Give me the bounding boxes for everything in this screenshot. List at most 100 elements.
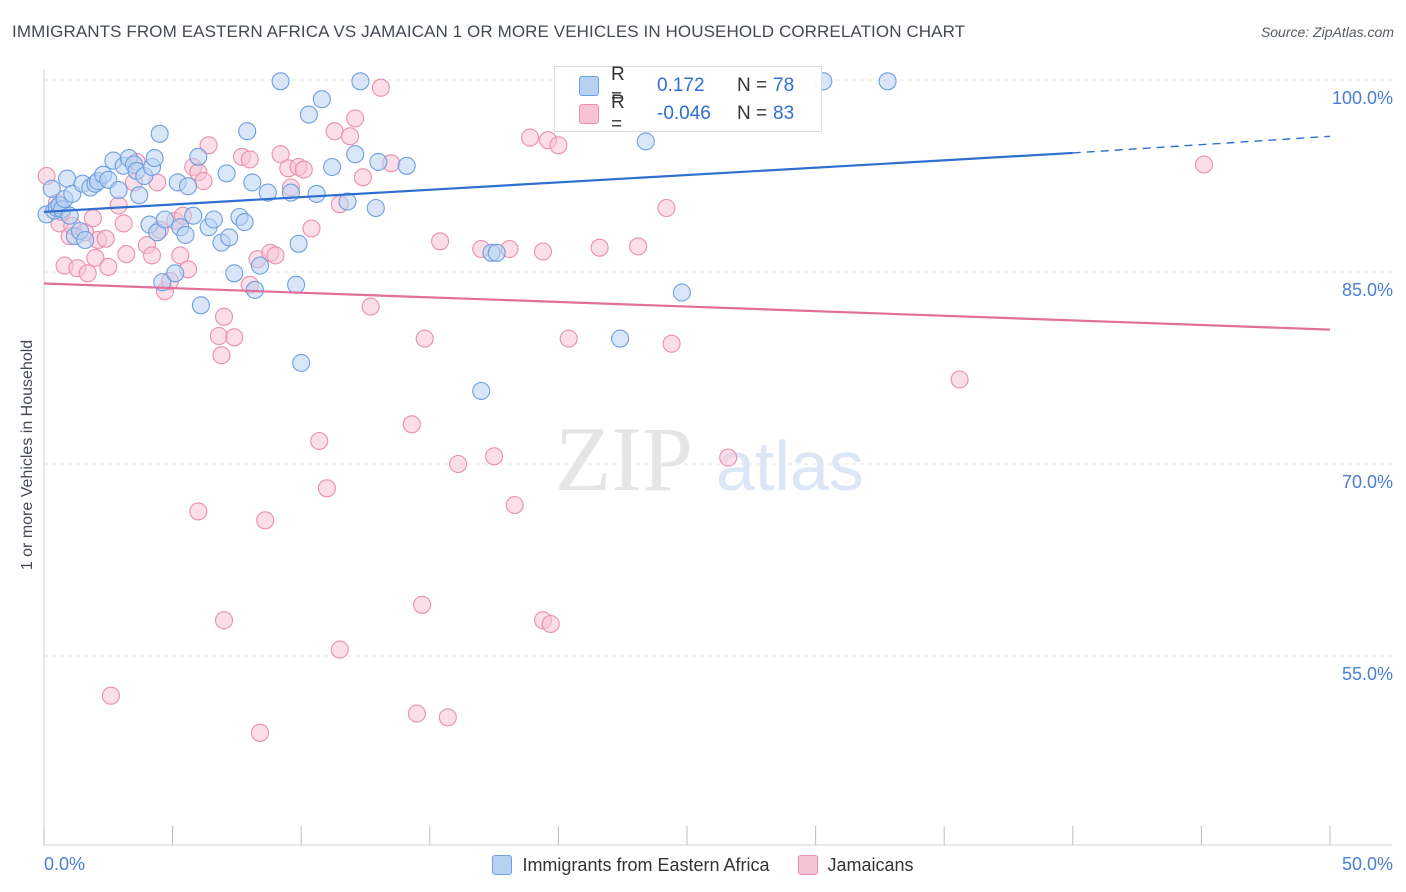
data-point — [541, 614, 560, 634]
data-point — [114, 214, 133, 233]
x-tick-label: 0.0% — [44, 854, 85, 874]
data-point — [76, 230, 95, 250]
data-point — [323, 157, 342, 177]
data-point — [184, 206, 203, 225]
data-point — [243, 173, 262, 192]
data-point — [472, 381, 491, 401]
data-point — [366, 198, 385, 218]
data-point — [549, 136, 568, 155]
r-value: 0.172 — [657, 75, 705, 96]
data-point — [166, 264, 185, 283]
data-point — [559, 329, 578, 348]
data-point — [199, 136, 218, 155]
data-point — [369, 152, 388, 171]
data-point — [611, 329, 630, 348]
data-point — [240, 150, 259, 169]
data-point — [145, 149, 164, 168]
data-point — [83, 209, 102, 228]
data-point — [1194, 155, 1214, 174]
data-point — [487, 243, 506, 262]
data-point — [317, 479, 336, 498]
data-point — [204, 210, 223, 229]
data-point — [250, 723, 270, 742]
data-point — [189, 147, 208, 166]
swatch-jamaicans — [579, 104, 599, 124]
data-point — [238, 122, 257, 141]
chart-title: IMMIGRANTS FROM EASTERN AFRICA VS JAMAIC… — [12, 22, 966, 41]
data-point — [101, 686, 120, 705]
data-point — [150, 124, 169, 143]
data-point — [299, 105, 318, 124]
data-point — [431, 232, 450, 251]
data-point — [235, 213, 254, 232]
data-point — [225, 328, 244, 347]
data-point — [294, 160, 313, 179]
stats-row-jamaicans: R = -0.046 N = 83 — [579, 92, 795, 135]
data-point — [189, 502, 208, 521]
data-point — [346, 145, 365, 164]
r-value: -0.046 — [657, 103, 711, 124]
legend-swatch-eastern-africa — [492, 855, 513, 875]
data-point — [109, 196, 128, 215]
data-point — [657, 198, 676, 218]
data-point — [266, 246, 285, 265]
data-point — [220, 228, 239, 247]
legend-item-eastern-africa[interactable]: Immigrants from Eastern Africa — [492, 854, 770, 876]
y-tick-label: 55.0% — [1342, 664, 1393, 684]
y-tick-label: 70.0% — [1342, 472, 1393, 492]
data-point — [176, 225, 195, 244]
data-point — [590, 238, 609, 257]
data-point — [178, 177, 198, 196]
data-point — [258, 183, 277, 202]
data-point — [330, 640, 349, 659]
data-point — [130, 186, 149, 205]
data-point — [402, 415, 421, 434]
tick-labels: 100.0% 85.0% 70.0% 55.0% 0.0% 50.0% — [44, 88, 1393, 874]
data-point — [361, 297, 380, 316]
data-point — [153, 273, 172, 292]
data-point — [397, 156, 416, 175]
data-point — [351, 72, 370, 91]
n-label: N = — [737, 103, 768, 124]
data-point — [521, 128, 540, 147]
stats-row-eastern-africa: R = 0.172 N = 78 — [579, 64, 794, 107]
watermark-atlas: atlas — [716, 427, 864, 505]
data-point — [271, 72, 290, 91]
data-point — [371, 78, 390, 97]
data-point — [194, 172, 213, 191]
data-point — [307, 184, 326, 203]
watermark-zip: ZIP — [555, 408, 693, 510]
data-point — [225, 264, 244, 283]
data-point — [250, 256, 270, 275]
trend-line-jamaicans — [43, 282, 1331, 331]
data-point — [407, 704, 426, 723]
data-point — [629, 237, 648, 256]
data-point — [950, 370, 969, 389]
data-point — [155, 210, 174, 229]
data-point — [338, 192, 357, 211]
axes — [43, 70, 1392, 846]
data-point — [42, 179, 61, 198]
data-point — [86, 248, 105, 267]
trend-extension-eastern-africa — [1072, 135, 1331, 154]
data-point — [353, 168, 372, 187]
data-point — [325, 122, 344, 141]
data-point — [438, 708, 457, 727]
data-point — [58, 169, 77, 188]
legend-item-jamaicans[interactable]: Jamaicans — [797, 854, 914, 876]
data-point — [171, 246, 190, 265]
data-point — [341, 127, 360, 146]
watermark: ZIP atlas — [555, 408, 864, 510]
n-value: 83 — [773, 103, 795, 124]
r-label: R = — [611, 92, 625, 135]
data-point — [287, 275, 306, 294]
data-point — [485, 447, 504, 466]
data-point — [302, 219, 321, 238]
legend-label-jamaicans: Jamaicans — [827, 854, 914, 875]
data-point — [636, 132, 655, 151]
legend-label-eastern-africa: Immigrants from Eastern Africa — [522, 854, 770, 875]
data-point — [415, 329, 434, 348]
data-point — [212, 346, 231, 365]
data-point — [142, 246, 162, 265]
